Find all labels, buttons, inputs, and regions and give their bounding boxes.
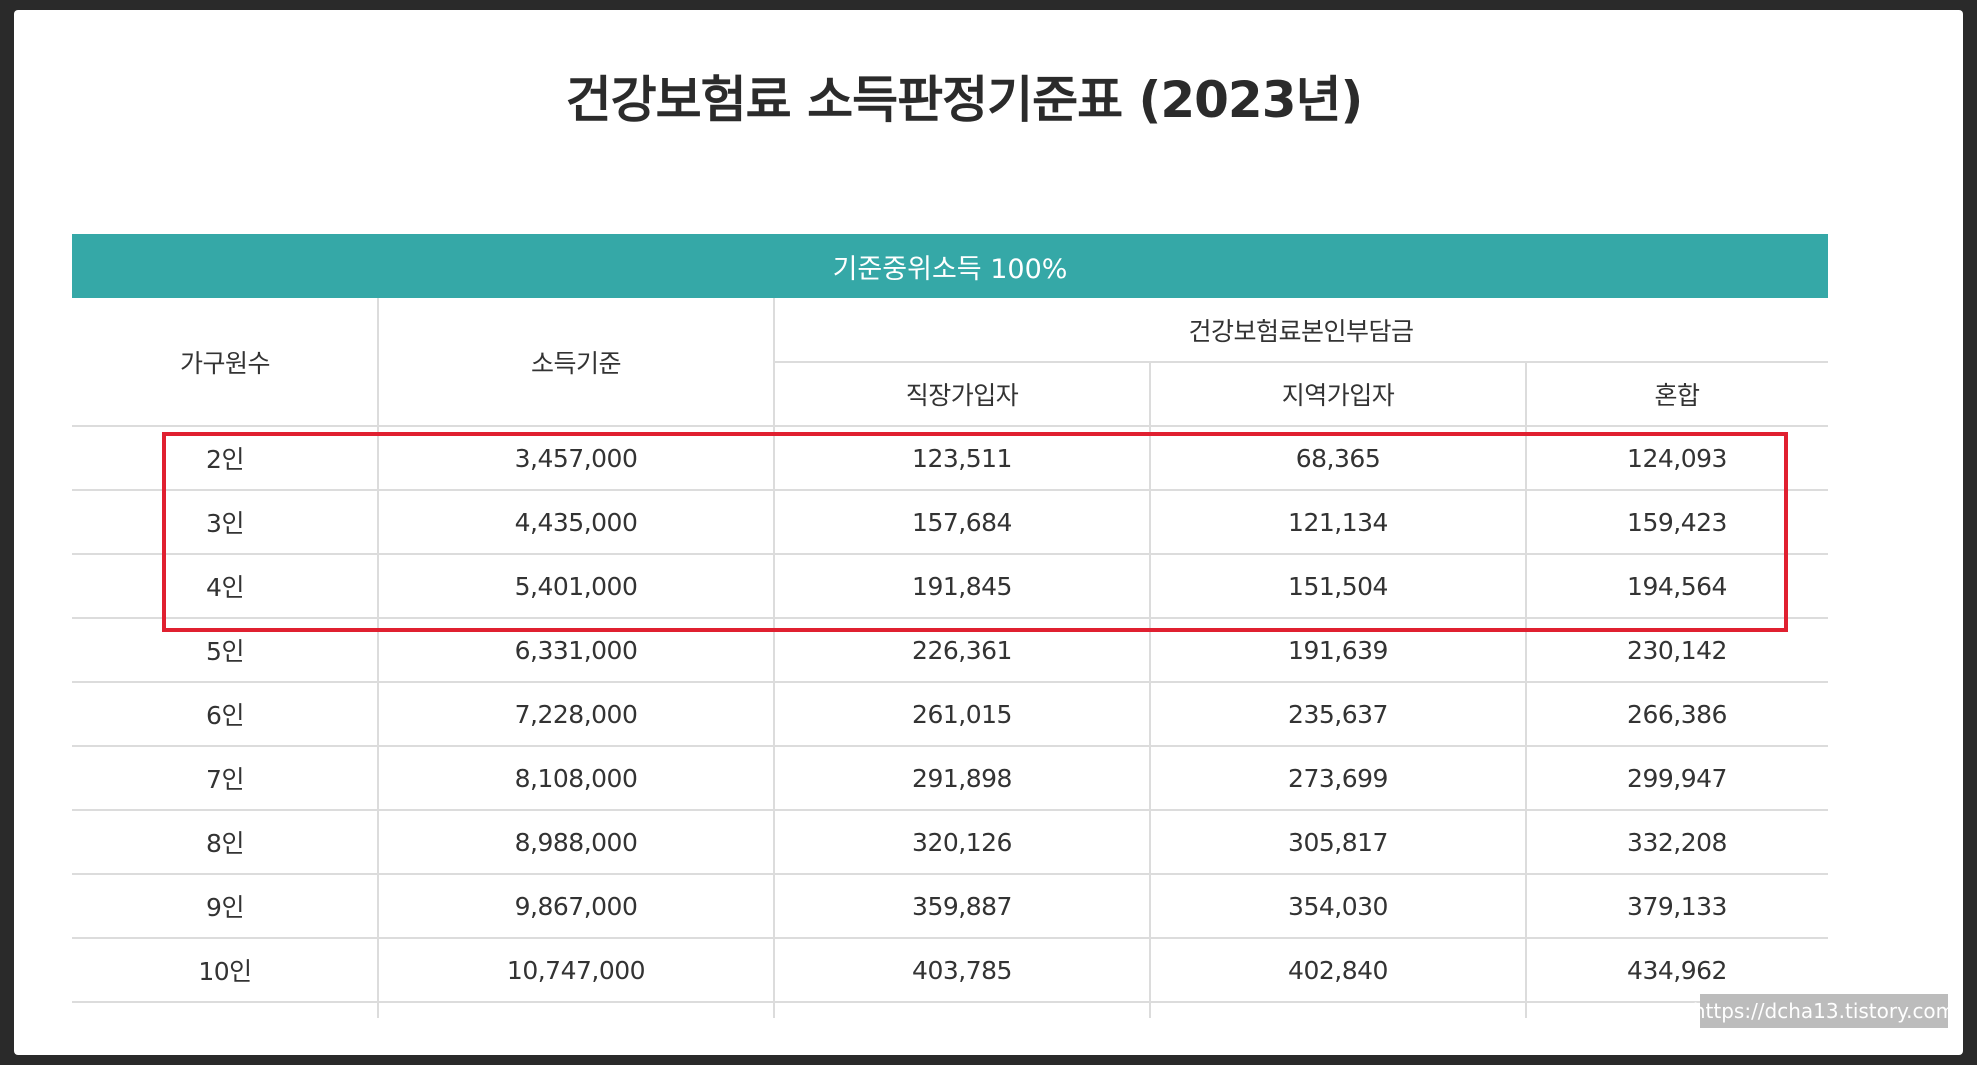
- household-cell: 3인: [206, 509, 244, 538]
- header-bottom-line: [72, 425, 1828, 427]
- page-title: 건강보험료 소득판정기준표 (2023년): [565, 71, 1364, 129]
- employee-cell: 359,887: [912, 891, 1012, 921]
- header-premium-group: 건강보험료본인부담금: [1188, 317, 1414, 346]
- employee-cell: 123,511: [912, 443, 1012, 473]
- col-divider: [1525, 362, 1527, 1018]
- header-divider: [774, 361, 1828, 363]
- mixed-cell: 124,093: [1627, 443, 1727, 473]
- table-banner: 기준중위소득 100%: [72, 234, 1828, 298]
- header-regional: 지역가입자: [1281, 381, 1395, 410]
- mixed-cell: 434,962: [1627, 955, 1727, 985]
- row-divider: [72, 937, 1828, 939]
- income-cell: 3,457,000: [514, 443, 638, 473]
- row-divider: [72, 617, 1828, 619]
- regional-cell: 354,030: [1288, 891, 1388, 921]
- header-income: 소득기준: [530, 349, 622, 378]
- mixed-cell: 266,386: [1627, 699, 1727, 729]
- employee-cell: 157,684: [912, 507, 1012, 537]
- mixed-cell: 194,564: [1627, 571, 1727, 601]
- mixed-cell: 379,133: [1627, 891, 1727, 921]
- row-divider: [72, 745, 1828, 747]
- regional-cell: 151,504: [1288, 571, 1388, 601]
- col-divider: [773, 298, 775, 1018]
- regional-cell: 402,840: [1288, 955, 1388, 985]
- mixed-cell: 230,142: [1627, 635, 1727, 665]
- header-household: 가구원수: [179, 349, 271, 378]
- mixed-cell: 332,208: [1627, 827, 1727, 857]
- employee-cell: 191,845: [912, 571, 1012, 601]
- regional-cell: 273,699: [1288, 763, 1388, 793]
- household-cell: 5인: [206, 637, 244, 666]
- regional-cell: 305,817: [1288, 827, 1388, 857]
- household-cell: 9인: [206, 893, 244, 922]
- regional-cell: 235,637: [1288, 699, 1388, 729]
- regional-cell: 68,365: [1295, 443, 1381, 473]
- household-cell: 2인: [206, 445, 244, 474]
- regional-cell: 121,134: [1288, 507, 1388, 537]
- income-criteria-table: 가구원수 소득기준 건강보험료본인부담금 직장가입자 지역가입자 혼합 2인 3,…: [72, 298, 1828, 1018]
- income-cell: 4,435,000: [514, 507, 638, 537]
- row-divider: [72, 553, 1828, 555]
- col-divider: [377, 298, 379, 1018]
- row-divider: [72, 681, 1828, 683]
- row-divider: [72, 489, 1828, 491]
- row-divider: [72, 873, 1828, 875]
- household-cell: 10인: [198, 957, 252, 986]
- watermark: https://dcha13.tistory.com: [1693, 994, 1955, 1028]
- employee-cell: 261,015: [912, 699, 1012, 729]
- household-cell: 4인: [206, 573, 244, 602]
- income-cell: 6,331,000: [514, 635, 638, 665]
- income-cell: 8,108,000: [514, 763, 638, 793]
- row-divider: [72, 809, 1828, 811]
- employee-cell: 403,785: [912, 955, 1012, 985]
- household-cell: 8인: [206, 829, 244, 858]
- employee-cell: 291,898: [912, 763, 1012, 793]
- income-cell: 9,867,000: [514, 891, 638, 921]
- household-cell: 7인: [206, 765, 244, 794]
- row-divider: [72, 1001, 1828, 1003]
- document-page: 건강보험료 소득판정기준표 (2023년) 기준중위소득 100% 가구원수 소…: [14, 10, 1963, 1055]
- mixed-cell: 299,947: [1627, 763, 1727, 793]
- employee-cell: 226,361: [912, 635, 1012, 665]
- income-cell: 8,988,000: [514, 827, 638, 857]
- mixed-cell: 159,423: [1627, 507, 1727, 537]
- income-cell: 10,747,000: [506, 955, 646, 985]
- household-cell: 6인: [206, 701, 244, 730]
- col-divider: [1149, 362, 1151, 1018]
- header-employee: 직장가입자: [905, 381, 1019, 410]
- header-mixed: 혼합: [1654, 381, 1700, 410]
- employee-cell: 320,126: [912, 827, 1012, 857]
- income-cell: 5,401,000: [514, 571, 638, 601]
- income-cell: 7,228,000: [514, 699, 638, 729]
- regional-cell: 191,639: [1288, 635, 1388, 665]
